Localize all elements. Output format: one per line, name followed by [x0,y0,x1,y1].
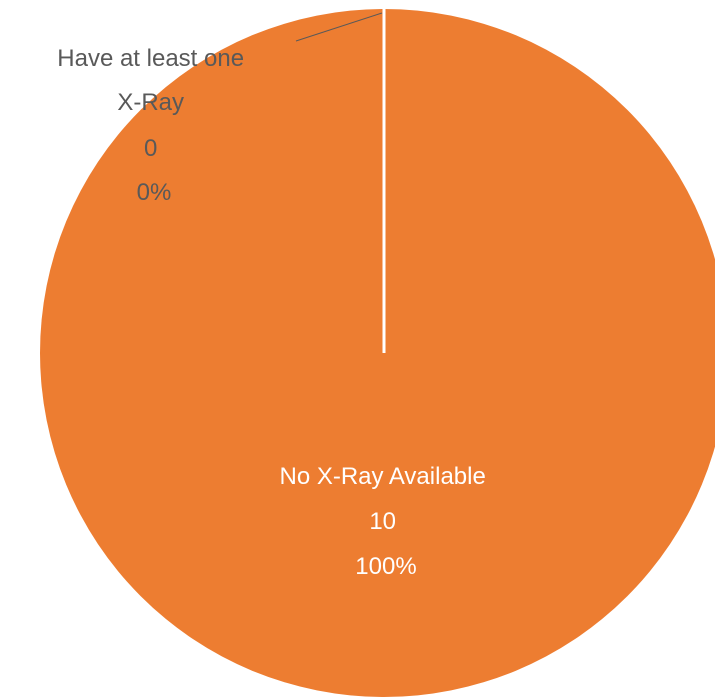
data-label-have-xray-line-2: X-Ray [117,89,184,116]
data-label-no-xray-percent: 100% [355,553,416,580]
data-label-have-xray: Have at least one X-Ray 0 0% [57,45,250,206]
data-label-no-xray-line-1: No X-Ray Available [279,463,485,490]
pie-slice-1 [40,9,715,697]
data-label-have-xray-percent: 0% [137,179,172,206]
data-label-no-xray-value: 10 [369,508,396,535]
data-label-no-xray: No X-Ray Available 10 100% [279,463,492,580]
pie-slices [40,9,715,697]
data-label-have-xray-value: 0 [144,135,157,162]
leader-line [295,12,383,42]
data-label-have-xray-line-1: Have at least one [57,45,244,72]
